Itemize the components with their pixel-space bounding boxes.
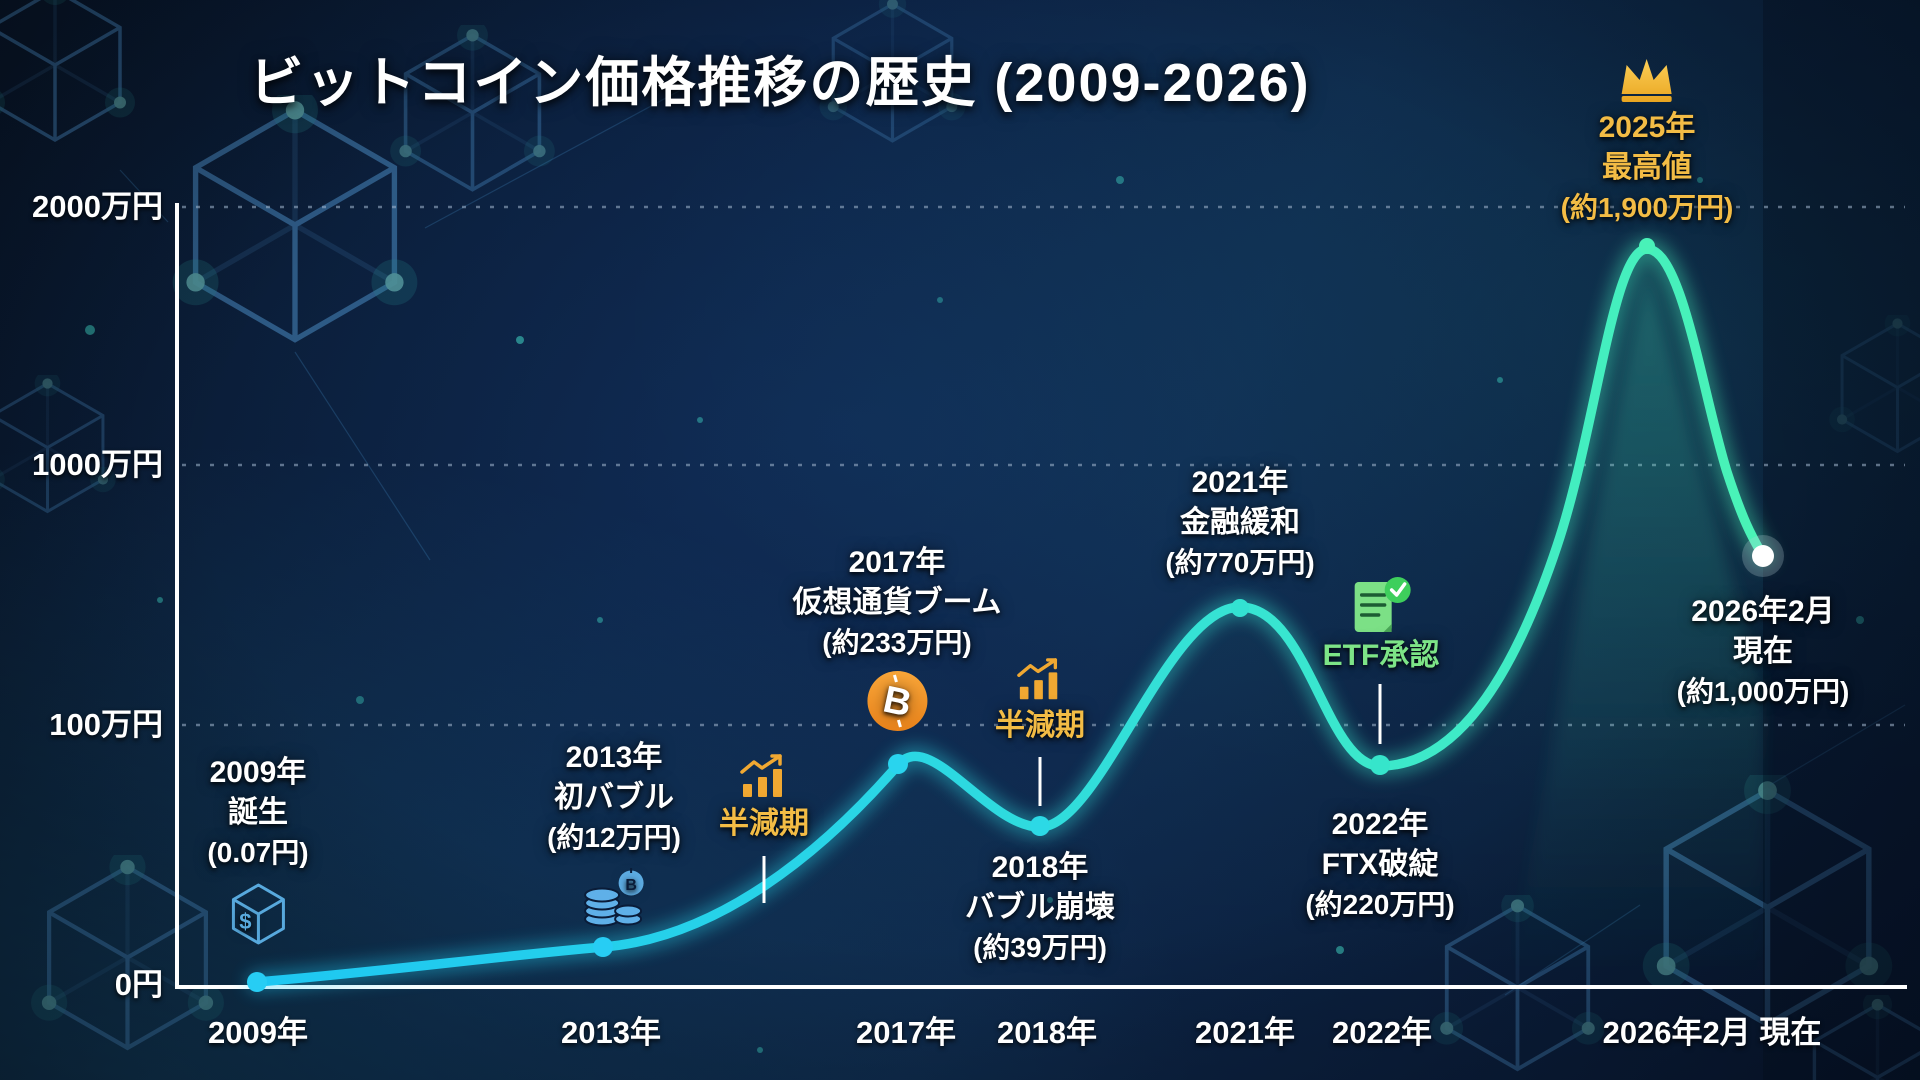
halving-label: 半減期 bbox=[719, 807, 809, 840]
annotation-year: 2018年 bbox=[991, 851, 1089, 884]
svg-text:B: B bbox=[625, 877, 637, 894]
svg-text:$: $ bbox=[239, 909, 251, 934]
annotation-event: 初バブル bbox=[553, 781, 674, 814]
annotation-2025: 2025年 最高値 (約1,900万円) bbox=[1560, 54, 1734, 228]
annotation-price: (約233万円) bbox=[822, 627, 972, 658]
x-axis-label-2026: 2026年2月 現在 bbox=[1602, 1015, 1822, 1050]
annotation-event: 最高値 bbox=[1602, 151, 1692, 184]
data-point-2018 bbox=[1030, 816, 1050, 836]
annotation-event: 仮想通貨ブーム bbox=[792, 586, 1002, 619]
annotation-year: 2017年 bbox=[848, 546, 946, 579]
price-curve bbox=[252, 244, 1768, 987]
y-axis-label-10m: 1000万円 bbox=[32, 447, 163, 482]
annotation-event: 現在 bbox=[1733, 635, 1793, 668]
etf-document-icon bbox=[1354, 577, 1411, 632]
annotation-event: FTX破綻 bbox=[1321, 848, 1439, 881]
annotation-price: (約12万円) bbox=[547, 822, 681, 853]
trend-up-icon bbox=[740, 754, 782, 797]
etf-label: ETF承認 bbox=[1322, 639, 1440, 672]
annotation-price: (0.07円) bbox=[207, 837, 309, 868]
y-axis-label-1m: 100万円 bbox=[49, 707, 163, 742]
data-point-2013 bbox=[593, 937, 613, 957]
y-axis-label-0: 0円 bbox=[114, 967, 163, 1002]
annotation-2018: 2018年 バブル崩壊 (約39万円) bbox=[965, 848, 1115, 968]
annotation-etf: ETF承認 bbox=[1322, 576, 1440, 676]
data-point-2009 bbox=[247, 972, 267, 992]
annotation-event: バブル崩壊 bbox=[965, 891, 1115, 924]
y-axis-label-20m: 2000万円 bbox=[32, 189, 163, 224]
annotation-year: 2025年 bbox=[1598, 111, 1696, 144]
annotation-price: (約1,000万円) bbox=[1676, 676, 1850, 707]
data-points bbox=[247, 238, 1784, 992]
right-dark-band bbox=[1763, 0, 1920, 1080]
annotation-2009: 2009年 誕生 (0.07円) $ bbox=[207, 753, 309, 947]
annotation-year: 2022年 bbox=[1331, 808, 1429, 841]
data-point-2021 bbox=[1231, 599, 1249, 617]
annotation-halving-1: 半減期 bbox=[719, 754, 809, 844]
bitcoin-icon: B bbox=[866, 671, 927, 731]
data-point-2022 bbox=[1370, 755, 1390, 775]
annotation-price: (約1,900万円) bbox=[1560, 192, 1734, 223]
page-title: ビットコイン価格推移の歴史 (2009-2026) bbox=[249, 53, 1311, 113]
annotation-halving-2: 半減期 bbox=[995, 658, 1085, 746]
x-axis-label-2018: 2018年 bbox=[997, 1015, 1097, 1050]
under-curve-fill bbox=[257, 249, 1763, 984]
annotation-2017: 2017年 仮想通貨ブーム (約233万円) B bbox=[792, 543, 1002, 732]
data-point-2025 bbox=[1639, 238, 1655, 254]
annotation-price: (約220万円) bbox=[1305, 889, 1455, 920]
x-axis-label-2009: 2009年 bbox=[208, 1015, 308, 1050]
annotation-price: (約770万円) bbox=[1165, 547, 1315, 578]
x-axis-label-2017: 2017年 bbox=[856, 1015, 956, 1050]
annotation-year: 2013年 bbox=[565, 741, 663, 774]
axes bbox=[175, 203, 1907, 989]
annotation-2026: 2026年2月 現在 (約1,000万円) bbox=[1677, 592, 1850, 712]
data-point-2017 bbox=[888, 754, 908, 774]
annotation-2013: 2013年 初バブル (約12万円) B bbox=[547, 738, 681, 932]
annotation-year: 2021年 bbox=[1191, 466, 1289, 499]
genesis-block-icon: $ bbox=[231, 883, 285, 945]
x-axis-label-2013: 2013年 bbox=[561, 1015, 661, 1050]
data-point-2026 bbox=[1752, 545, 1774, 567]
x-axis-label-2022: 2022年 bbox=[1332, 1015, 1432, 1050]
annotation-event: 金融緩和 bbox=[1180, 506, 1300, 539]
x-axis-label-2021: 2021年 bbox=[1195, 1015, 1295, 1050]
crown-icon bbox=[1622, 59, 1672, 102]
annotation-year: 2009年 bbox=[209, 756, 307, 789]
annotation-event: 誕生 bbox=[228, 796, 288, 829]
annotation-year: 2026年2月 bbox=[1691, 595, 1835, 628]
trend-up-icon bbox=[1017, 658, 1058, 700]
peak-glow bbox=[1505, 262, 1763, 984]
btc-coins-icon: B bbox=[583, 868, 644, 927]
annotation-price: (約39万円) bbox=[973, 932, 1107, 963]
halving-label: 半減期 bbox=[995, 709, 1085, 742]
pointer-lines bbox=[762, 684, 1382, 903]
annotation-2021: 2021年 金融緩和 (約770万円) bbox=[1165, 463, 1314, 583]
annotation-2022: 2022年 FTX破綻 (約220万円) bbox=[1305, 805, 1454, 925]
